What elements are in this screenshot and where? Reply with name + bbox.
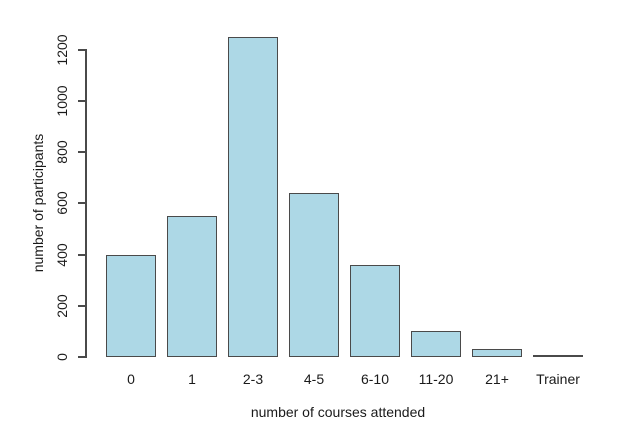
bar-6-10 [350, 264, 400, 357]
x-tick-label: Trainer [536, 371, 580, 387]
y-tick-mark [78, 253, 86, 256]
x-tick-label: 1 [188, 371, 196, 387]
bar-2-3 [228, 37, 278, 357]
x-tick-label: 2-3 [242, 371, 264, 387]
bar-1 [167, 216, 217, 357]
y-tick-mark [78, 100, 86, 102]
bar-4-5 [289, 193, 339, 357]
y-tick-mark [78, 151, 86, 154]
bar-0 [106, 254, 156, 357]
y-tick-label: 600 [54, 191, 70, 216]
bar-21+ [472, 349, 522, 357]
x-tick-label: 21+ [485, 371, 509, 387]
y-tick-mark [78, 48, 86, 51]
bar-11-20 [411, 331, 461, 357]
x-tick-label: 4-5 [303, 371, 325, 387]
y-tick-label: 800 [54, 140, 70, 164]
y-tick-mark [78, 356, 86, 358]
y-tick-mark [78, 202, 86, 205]
y-tick-label: 1200 [54, 34, 70, 66]
y-axis-title: number of participants [30, 133, 46, 273]
x-tick-label: 11-20 [418, 371, 454, 387]
x-tick-label: 6-10 [360, 371, 390, 387]
x-axis-title: number of courses attended [250, 404, 426, 420]
x-tick-label: 0 [127, 371, 135, 387]
y-tick-label: 1000 [54, 85, 70, 117]
y-tick-mark [78, 304, 86, 307]
y-axis-line [85, 49, 87, 358]
y-tick-label: 0 [54, 353, 70, 361]
y-tick-label: 400 [54, 242, 70, 267]
bar-Trainer [533, 355, 583, 357]
